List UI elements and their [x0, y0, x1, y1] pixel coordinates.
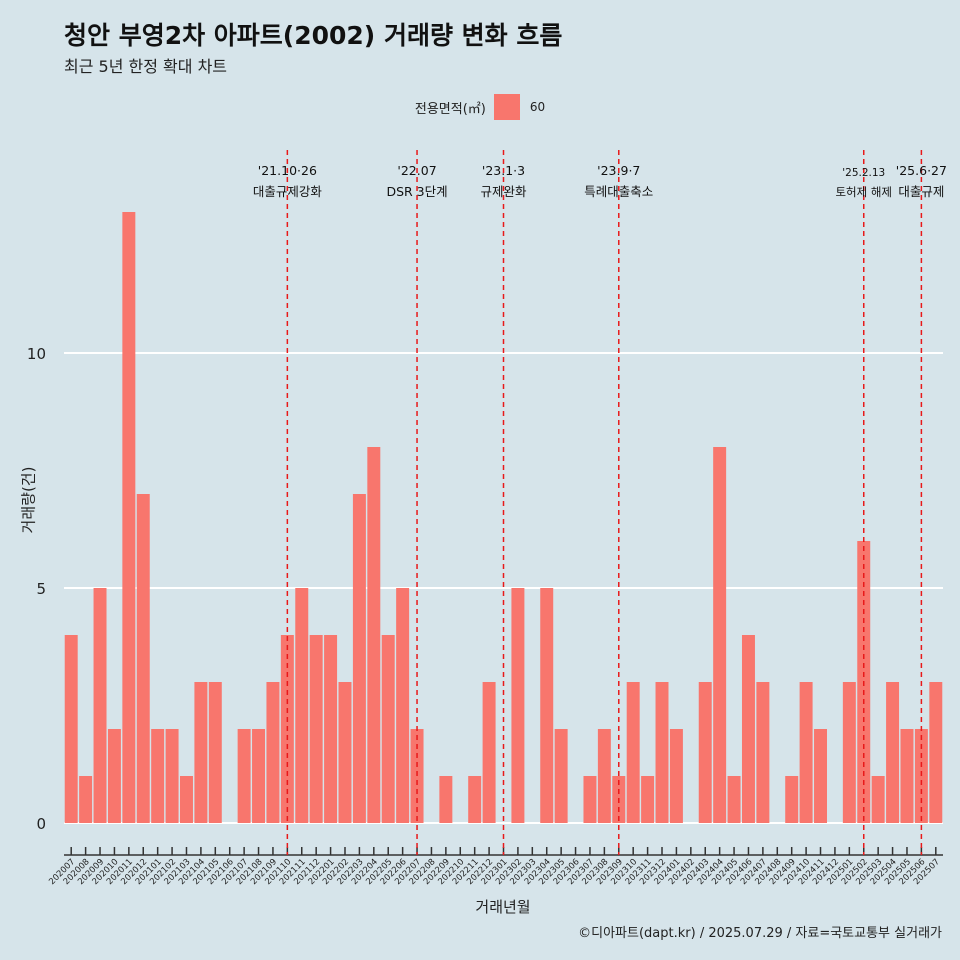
- y-tick-label: 10: [27, 345, 46, 363]
- bar-202308: [597, 729, 611, 823]
- bar-202201: [324, 635, 338, 823]
- event-date-label: '25.6·27: [896, 163, 947, 178]
- y-tick-label: 0: [36, 815, 46, 833]
- event-date-label: '22.07: [397, 163, 436, 178]
- bar-202108: [252, 729, 266, 823]
- bar-202105: [208, 682, 222, 823]
- bar-202008: [79, 776, 93, 823]
- bar-202109: [266, 682, 280, 823]
- bar-202207: [410, 729, 424, 823]
- bar-202311: [641, 776, 655, 823]
- event-date-label: '21.10·26: [258, 163, 317, 178]
- bar-202102: [165, 729, 179, 823]
- legend-key: [493, 94, 520, 120]
- bar-202302: [511, 588, 525, 823]
- bar-202009: [93, 588, 107, 823]
- bar-202212: [482, 682, 496, 823]
- event-date-label: '25.2.13: [842, 167, 885, 179]
- event-desc-label: 특례대출축소: [584, 184, 653, 199]
- y-tick-label: 5: [36, 580, 46, 598]
- bar-202209: [439, 776, 453, 823]
- bar-202203: [352, 494, 366, 823]
- bar-202411: [814, 729, 828, 823]
- event-desc-label: 규제완화: [480, 184, 527, 199]
- bar-202407: [756, 682, 770, 823]
- event-desc-label: 대출규제: [898, 184, 944, 199]
- bar-202112: [309, 635, 323, 823]
- bar-202304: [540, 588, 554, 823]
- bar-202403: [698, 682, 712, 823]
- bar-202506: [914, 729, 928, 823]
- bar-202503: [871, 776, 885, 823]
- event-date-label: '23.9·7: [597, 163, 640, 178]
- event-date-label: '23.1·3: [482, 163, 525, 178]
- chart-subtitle: 최근 5년 한정 확대 차트: [64, 57, 228, 76]
- bar-202011: [122, 212, 136, 823]
- caption: ©디아파트(dapt.kr) / 2025.07.29 / 자료=국토교통부 실…: [578, 926, 942, 941]
- bar-202012: [136, 494, 150, 823]
- bar-202305: [554, 729, 568, 823]
- bar-202406: [741, 635, 755, 823]
- bar-202104: [194, 682, 208, 823]
- legend: 전용면적(㎡) 60: [0, 94, 960, 120]
- event-desc-label: DSR 3단계: [386, 184, 447, 199]
- bar-202307: [583, 776, 597, 823]
- bar-202205: [381, 635, 395, 823]
- event-desc-label: 대출규제강화: [253, 184, 323, 199]
- bar-202204: [367, 447, 381, 823]
- bar-202312: [655, 682, 669, 823]
- legend-label: 60: [529, 100, 546, 114]
- bar-202103: [179, 776, 193, 823]
- bar-202505: [900, 729, 914, 823]
- bar-202404: [713, 447, 727, 823]
- bar-202010: [107, 729, 121, 823]
- y-axis-title: 거래량(건): [19, 466, 38, 534]
- bar-202405: [727, 776, 741, 823]
- event-desc-label: 토허제 해제: [835, 185, 892, 199]
- bar-202409: [785, 776, 799, 823]
- bar-202202: [338, 682, 352, 823]
- bar-202501: [842, 682, 856, 823]
- legend-title: 전용면적(㎡): [414, 101, 486, 117]
- bar-202007: [64, 635, 78, 823]
- bar-202310: [626, 682, 640, 823]
- bar-202111: [295, 588, 309, 823]
- chart-title: 청안 부영2차 아파트(2002) 거래량 변화 흐름: [64, 21, 563, 50]
- bar-202410: [799, 682, 813, 823]
- bar-202211: [468, 776, 482, 823]
- x-axis-title: 거래년월: [475, 898, 531, 916]
- bar-202206: [396, 588, 410, 823]
- bar-202401: [669, 729, 683, 823]
- bar-202101: [151, 729, 165, 823]
- bar-202507: [929, 682, 943, 823]
- bar-202107: [237, 729, 251, 823]
- bar-202504: [886, 682, 900, 823]
